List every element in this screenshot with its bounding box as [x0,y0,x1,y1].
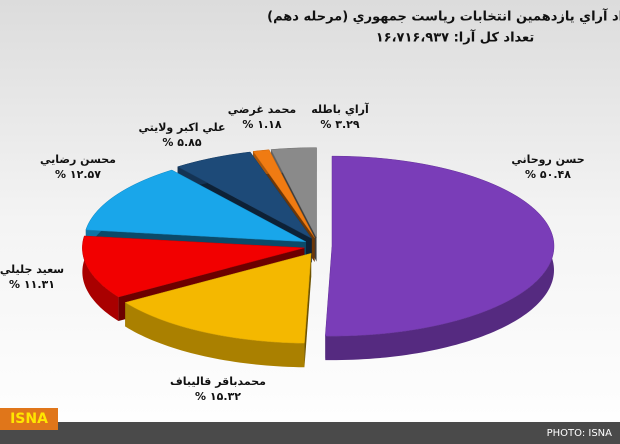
slice [252,149,315,238]
value-label: % ۱۵.۳۲ [195,390,241,403]
credit: PHOTO: ISNA [547,428,613,439]
slice-label: حسن روحاني [511,153,584,166]
slice-label: محمد غرضي [228,103,296,116]
value-label: % ۱۱.۳۱ [9,278,55,291]
logo-box [0,408,58,430]
value-label: % ۵۰.۴۸ [525,168,571,181]
slice-group [124,252,312,368]
logo: ISNA [10,411,48,427]
footer-bar [0,422,620,444]
labels: حسن روحاني % ۵۰.۴۸ محمدباقر قاليباف % ۱۵.۳۲… [0,102,585,403]
value-label: % ۱۲.۵۷ [55,168,101,181]
slice-label: محمدباقر قاليباف [170,375,266,388]
slice-rim [125,302,305,368]
slice-group [325,155,555,361]
pie [82,147,555,368]
value-label: % ۱.۱۸ [242,118,281,131]
slice-label: سعيد جليلي [0,263,64,276]
chart-title: تعداد آراي يازدهمين انتخابات رياست جمهور… [267,8,620,25]
value-label: % ۵.۸۵ [162,136,201,149]
slice [82,235,305,298]
slice-label: محسن رضايي [40,153,116,166]
slice [325,155,555,337]
slice-label: علي اكبر ولايتي [138,121,225,134]
chart-subtitle: تعداد كل آرا: ۱۶،۷۱۶،۹۳۷ [376,29,535,46]
slice-rim [82,235,119,322]
slice-label: آراي باطله [311,102,369,116]
slice [177,151,312,239]
slice [124,252,312,344]
slice [270,147,317,238]
slice [85,169,307,243]
slice-side [304,253,312,368]
value-label: % ۳.۲۹ [320,118,359,131]
